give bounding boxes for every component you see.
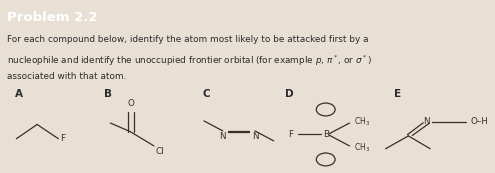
Text: nucleophile and identify the unoccupied frontier orbital (for example $p$, $\pi^: nucleophile and identify the unoccupied …	[7, 53, 372, 67]
Text: E: E	[394, 89, 400, 99]
Text: B: B	[104, 89, 112, 99]
Text: N: N	[219, 132, 226, 141]
Text: N: N	[423, 117, 430, 126]
Text: A: A	[15, 89, 23, 99]
Text: Problem 2.2: Problem 2.2	[7, 11, 98, 24]
Text: D: D	[285, 89, 293, 99]
Text: Cl: Cl	[155, 147, 164, 156]
Text: associated with that atom.: associated with that atom.	[7, 72, 127, 81]
Text: CH$_3$: CH$_3$	[354, 141, 371, 154]
Text: N: N	[251, 132, 258, 141]
Text: O: O	[127, 99, 134, 108]
Text: B: B	[323, 130, 329, 139]
Text: F: F	[60, 134, 65, 143]
Text: CH$_3$: CH$_3$	[354, 115, 371, 128]
Text: C: C	[203, 89, 210, 99]
Text: For each compound below, identify the atom most likely to be attacked first by a: For each compound below, identify the at…	[7, 35, 369, 44]
Text: F: F	[289, 130, 294, 139]
Text: O–H: O–H	[470, 117, 488, 126]
